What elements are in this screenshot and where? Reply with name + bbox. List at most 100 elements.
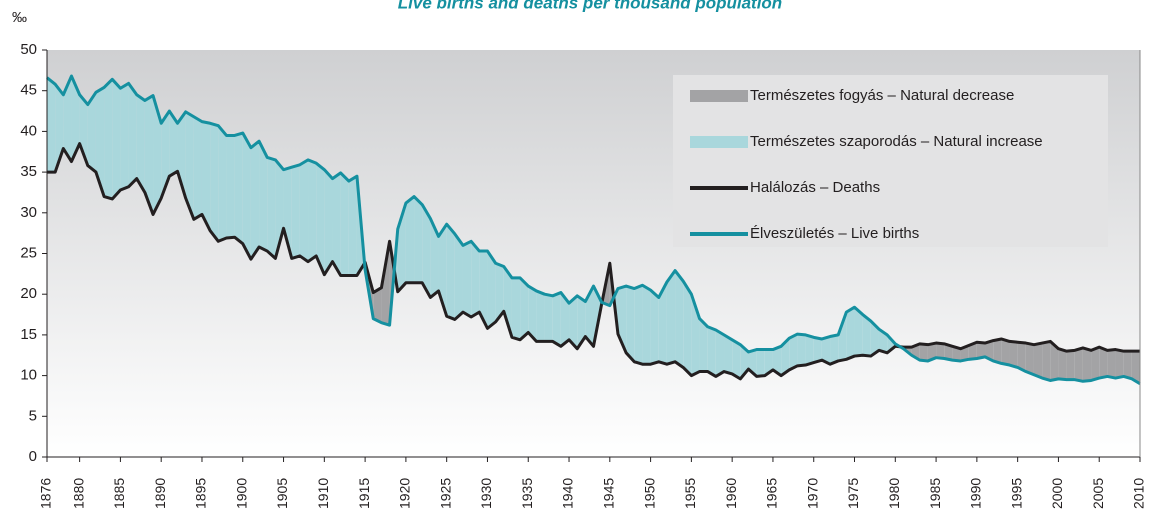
natural-increase-area	[634, 285, 643, 365]
y-tick-label: 20	[20, 285, 37, 302]
natural-increase-area	[683, 281, 692, 376]
natural-increase-area	[462, 241, 472, 317]
legend-label: Természetes fogyás – Natural decrease	[750, 87, 1014, 104]
natural-decrease-area	[1107, 349, 1116, 379]
natural-decrease-area	[1017, 342, 1026, 372]
natural-increase-area	[495, 263, 504, 322]
x-tick-label: 1930	[478, 478, 494, 509]
natural-increase-area	[699, 318, 708, 372]
natural-increase-area	[128, 83, 137, 187]
natural-increase-area	[789, 334, 798, 370]
x-tick-label: 1905	[274, 478, 290, 509]
natural-increase-area	[642, 285, 651, 365]
x-tick-label: 1880	[70, 478, 86, 509]
natural-increase-area	[446, 224, 455, 320]
natural-increase-area	[650, 290, 659, 365]
x-tick-label: 1955	[682, 478, 698, 509]
natural-decrease-area	[1009, 341, 1018, 368]
natural-decrease-area	[1131, 351, 1140, 384]
natural-increase-area	[210, 123, 219, 242]
natural-increase-area	[422, 204, 431, 298]
natural-increase-area	[104, 79, 113, 199]
natural-increase-area	[536, 290, 545, 342]
natural-decrease-area	[1033, 343, 1043, 379]
natural-increase-area	[724, 334, 733, 374]
natural-increase-area	[471, 241, 480, 317]
natural-increase-area	[226, 135, 235, 239]
natural-decrease-area	[968, 342, 977, 360]
natural-increase-area	[71, 76, 80, 162]
x-tick-label: 1980	[886, 478, 902, 509]
natural-decrease-area	[1123, 351, 1132, 379]
natural-increase-area	[454, 233, 463, 320]
natural-increase-area	[250, 141, 260, 260]
y-tick-label: 25	[20, 244, 37, 261]
natural-increase-area	[47, 77, 56, 173]
births-line	[46, 74, 1141, 386]
natural-increase-area	[299, 159, 309, 262]
natural-increase-area	[308, 159, 317, 262]
x-tick-label: 1970	[804, 478, 820, 509]
natural-increase-area	[577, 295, 586, 349]
natural-decrease-area	[1099, 347, 1108, 379]
x-tick-label: 2000	[1049, 478, 1065, 509]
natural-increase-area	[291, 164, 300, 259]
natural-increase-area	[821, 336, 831, 365]
natural-increase-area	[707, 326, 716, 377]
y-tick-label: 30	[20, 204, 37, 221]
natural-increase-area	[259, 141, 268, 252]
natural-increase-area	[234, 133, 243, 244]
natural-decrease-area	[985, 340, 994, 361]
natural-increase-area	[87, 92, 96, 173]
x-tick-label: 1935	[519, 478, 535, 509]
x-tick-label: 1990	[968, 478, 984, 509]
natural-increase-area	[862, 314, 871, 357]
natural-decrease-area	[1066, 350, 1075, 380]
natural-decrease-area	[1050, 341, 1059, 381]
natural-decrease-area	[952, 346, 961, 361]
natural-increase-area	[95, 87, 105, 197]
natural-increase-area	[552, 292, 561, 347]
natural-increase-area	[63, 76, 72, 162]
natural-increase-area	[136, 94, 145, 193]
natural-increase-area	[112, 79, 121, 199]
areas	[47, 76, 1140, 384]
natural-decrease-area	[1025, 343, 1034, 375]
natural-increase-area	[201, 121, 211, 231]
x-tick-label: 1965	[764, 478, 780, 509]
x-tick-label: 1885	[111, 478, 127, 509]
natural-increase-area	[658, 281, 667, 365]
natural-increase-area	[169, 111, 178, 177]
x-tick-label: 1940	[560, 478, 576, 509]
natural-increase-area	[585, 286, 594, 347]
legend-swatch	[690, 136, 748, 148]
natural-increase-area	[503, 266, 512, 338]
x-tick-label: 1995	[1008, 478, 1024, 509]
natural-decrease-area	[1082, 347, 1092, 382]
natural-increase-area	[626, 286, 635, 362]
legend-label: Halálozás – Deaths	[750, 179, 880, 196]
y-tick-label: 15	[20, 326, 37, 343]
natural-decrease-area	[919, 343, 928, 361]
natural-increase-area	[153, 95, 162, 215]
y-tick-label: 45	[20, 82, 37, 99]
y-tick-label: 50	[20, 41, 37, 58]
natural-increase-area	[560, 292, 570, 347]
x-tick-label: 1890	[152, 478, 168, 509]
x-tick-label: 1975	[845, 478, 861, 509]
x-tick-label: 1895	[193, 478, 209, 509]
natural-increase-area	[267, 157, 276, 259]
natural-decrease-area	[1058, 348, 1067, 380]
natural-decrease-area	[1074, 347, 1083, 382]
natural-decrease-area	[1115, 349, 1124, 379]
natural-increase-area	[511, 277, 521, 340]
x-tick-label: 2010	[1131, 478, 1147, 509]
natural-decrease-area	[1042, 341, 1051, 381]
natural-decrease-area	[927, 343, 937, 361]
legend-box	[673, 75, 1108, 247]
natural-decrease-area	[993, 338, 1002, 364]
natural-increase-area	[781, 338, 790, 376]
natural-decrease-area	[1001, 338, 1010, 366]
legend: Természetes fogyás – Natural decrease Ter…	[690, 87, 1043, 242]
